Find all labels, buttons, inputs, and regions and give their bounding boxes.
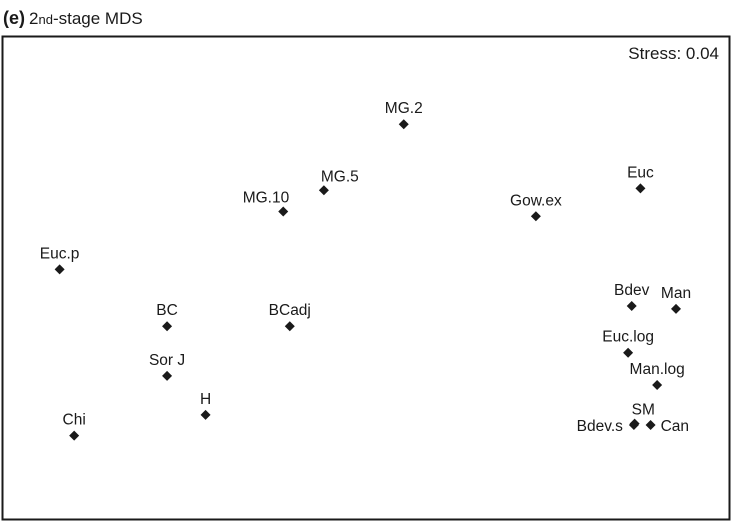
points-layer: MG.2 MG.5 MG.10 Euc Gow.ex Euc.p BC BCadj Bdev Ma…	[40, 100, 691, 441]
point-label-mg-10: MG.10	[243, 189, 290, 206]
point-marker-mg-5	[318, 185, 329, 196]
point-label-sm: SM	[632, 402, 655, 419]
point-marker-euc	[635, 183, 646, 194]
panel-title-number: 2	[29, 9, 39, 28]
point-marker-man	[671, 303, 682, 314]
point-label-gow-ex: Gow.ex	[510, 192, 562, 209]
point-label-mg-5: MG.5	[321, 168, 359, 185]
point-marker-mg-10	[278, 206, 289, 217]
point-marker-chi	[69, 430, 80, 441]
point-label-euc: Euc	[627, 164, 654, 181]
point-label-euc-p: Euc.p	[40, 245, 80, 262]
panel-title-rest: -stage MDS	[52, 9, 143, 28]
plot-frame	[1, 35, 731, 521]
point-label-bdev-s: Bdev.s	[577, 418, 623, 435]
point-label-sor-j: Sor J	[149, 352, 185, 369]
point-marker-bcadj	[284, 321, 295, 332]
panel-title-ordinal-suffix: nd	[38, 12, 53, 27]
point-marker-man-log	[652, 380, 663, 391]
point-label-can: Can	[661, 418, 689, 435]
point-label-bc: BC	[156, 302, 178, 319]
point-label-bdev: Bdev	[614, 282, 650, 299]
point-marker-gow-ex	[530, 211, 541, 222]
point-label-chi: Chi	[63, 412, 86, 429]
point-marker-can	[645, 420, 656, 431]
point-marker-bdev	[626, 300, 637, 311]
point-label-euc-log: Euc.log	[602, 329, 654, 346]
point-marker-euc-p	[54, 264, 65, 275]
point-marker-h	[200, 409, 211, 420]
point-label-man-log: Man.log	[630, 361, 685, 378]
panel-letter: (e)	[3, 8, 25, 28]
point-marker-mg-2	[398, 119, 409, 130]
point-marker-bdev-s	[628, 420, 639, 431]
point-label-man: Man	[661, 285, 691, 302]
point-label-h: H	[200, 391, 211, 408]
point-label-mg-2: MG.2	[385, 100, 423, 117]
point-marker-bc	[162, 321, 173, 332]
point-marker-sor-j	[162, 370, 173, 381]
panel-title: (e) 2nd-stage MDS	[3, 6, 143, 30]
stress-annotation: Stress: 0.04	[628, 44, 719, 63]
point-label-bcadj: BCadj	[269, 302, 311, 319]
point-marker-euc-log	[623, 347, 634, 358]
